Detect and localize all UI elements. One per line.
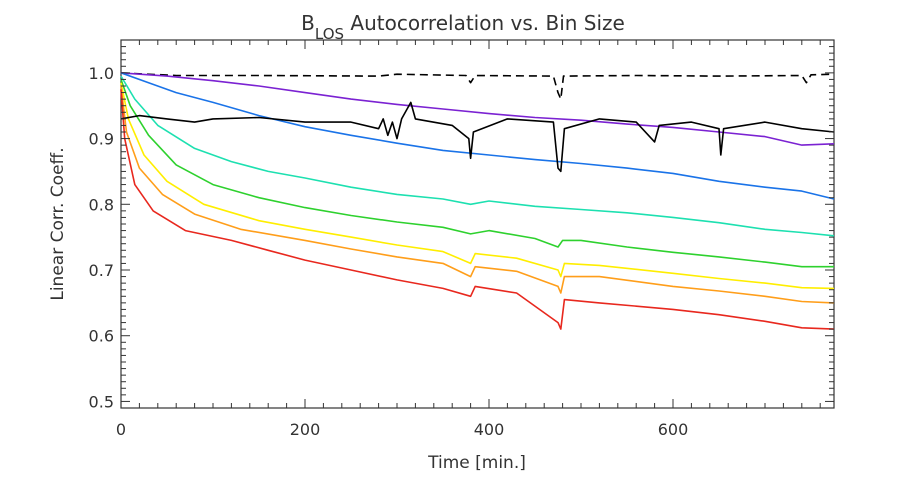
- y-tick-label: 0.8: [89, 195, 114, 214]
- data-lines: [120, 72, 835, 330]
- y-tick-label: 0.9: [89, 130, 114, 149]
- series-line-9: [120, 101, 835, 173]
- x-tick-label: 200: [290, 420, 321, 439]
- y-tick-label: 0.6: [89, 327, 114, 346]
- y-axis-ticks: 0.5 0.6 0.7 0.8 0.9 1.0: [89, 46, 834, 411]
- x-tick-label: 400: [474, 420, 505, 439]
- chart-title: BLOS Autocorrelation vs. Bin Size: [301, 11, 625, 43]
- chart-title-subscript: LOS: [315, 25, 344, 43]
- y-tick-label: 0.7: [89, 261, 114, 280]
- chart-title-main: B: [301, 11, 315, 35]
- y-tick-label: 0.5: [89, 392, 114, 411]
- x-axis-ticks: 0 200 400 600: [116, 40, 821, 439]
- series-line-3: [120, 72, 835, 200]
- series-line-5: [120, 79, 834, 268]
- series-line-7: [120, 85, 835, 304]
- series-line-1: [120, 72, 835, 100]
- x-axis-label: Time [min.]: [427, 453, 526, 473]
- series-line-6: [120, 82, 835, 290]
- series-line-8: [120, 89, 835, 330]
- series-line-2: [120, 72, 835, 146]
- y-axis-label: Linear Corr. Coeff.: [48, 147, 68, 300]
- x-tick-label: 0: [116, 420, 126, 439]
- y-tick-label: 1.0: [89, 64, 114, 83]
- x-tick-label: 600: [658, 420, 689, 439]
- chart-title-rest: Autocorrelation vs. Bin Size: [344, 11, 625, 35]
- series-line-4: [120, 75, 835, 237]
